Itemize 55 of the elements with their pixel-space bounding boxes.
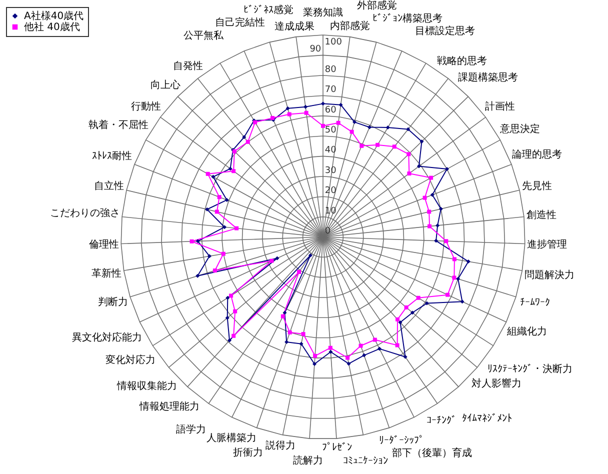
spoke-label: ﾀｲﾑﾏﾈｼﾞﾒﾝﾄ: [462, 412, 512, 425]
spoke-label: 情報処理能力: [138, 400, 200, 413]
y-tick-label: 100: [324, 38, 342, 48]
spoke-label: 目標設定思考: [415, 24, 476, 37]
spoke-label: 自立性: [94, 180, 124, 192]
legend-label: 他社 40歳代: [24, 21, 80, 33]
spoke-label: 人脈構築力: [206, 432, 257, 444]
spoke-label: ﾋﾞｼﾞｮﾝ構築思考: [372, 12, 443, 24]
spoke-label: ﾘｽｸﾃｰｷﾝｸﾞ・決断力: [487, 363, 572, 376]
spoke-label: 読解力: [293, 454, 324, 467]
spoke-label: 論理的思考: [512, 148, 562, 161]
y-tick-label: 50: [324, 126, 337, 136]
legend-label: A社様40歳代: [24, 10, 84, 22]
spoke-label: 異文化対応能力: [72, 331, 142, 344]
spoke-label: 判断力: [98, 296, 128, 308]
spoke-label: 計画性: [484, 100, 515, 113]
spoke-label: 説得力: [266, 440, 296, 452]
spoke-label: 課題構築思考: [458, 71, 518, 84]
spoke-label: 革新性: [91, 268, 122, 280]
spoke-label: ｺﾐｭﾆｹｰｼｮﾝ: [343, 456, 388, 468]
spoke-label: ﾌﾟﾚｾﾞﾝ: [322, 442, 352, 454]
spoke-label: ﾁｰﾑﾜｰｸ: [520, 296, 550, 309]
spoke-label: 部下（後輩）育成: [392, 446, 472, 459]
spoke-label: 外部感覚: [357, 0, 398, 12]
spoke-label: 達成成果: [274, 20, 315, 32]
y-tick-label: 80: [324, 64, 337, 75]
spoke-label: ﾋﾞｼﾞﾈｽ感覚: [244, 4, 294, 16]
spoke-label: 創造性: [526, 209, 556, 222]
spoke-label: こだわりの強さ: [50, 207, 120, 220]
spoke-label: 業務知識: [303, 6, 343, 18]
spoke-label: 情報収集能力: [116, 380, 177, 392]
spoke-label: 語学力: [176, 423, 206, 436]
spoke-label: ｺｰﾁﾝｸﾞ: [426, 414, 457, 426]
spoke-label: 公平無私: [184, 29, 225, 42]
spoke-label: 対人影響力: [471, 378, 522, 390]
spoke-label: 組織化力: [506, 326, 547, 338]
spoke-label: 行動性: [131, 100, 162, 113]
spoke-label: 折衝力: [233, 446, 264, 459]
spoke-label: 内部感覚: [330, 20, 370, 32]
spoke-label: ｽﾄﾚｽ耐性: [92, 150, 132, 162]
spoke-label: 倫理性: [88, 238, 119, 250]
y-tick-label: 90: [310, 44, 322, 55]
spoke-label: 意思決定: [498, 123, 540, 136]
spoke-label: ﾘｰﾀﾞｰｼｯﾌﾟ: [379, 434, 424, 446]
spoke-label: 執着・不屈性: [88, 118, 148, 131]
spoke-label: 変化対応力: [106, 354, 156, 366]
y-tick-label: 70: [324, 85, 337, 96]
y-tick-label: 60: [324, 105, 337, 116]
spoke-label: 自己完結性: [215, 16, 266, 29]
spoke-label: 自発性: [172, 60, 203, 72]
spoke-label: 戦略的思考: [436, 55, 487, 68]
spoke-label: 問題解決力: [524, 269, 574, 282]
spoke-label: 向上心: [150, 78, 181, 91]
spoke-label: 先見性: [522, 180, 552, 192]
spoke-label: 進捗管理: [527, 238, 568, 250]
